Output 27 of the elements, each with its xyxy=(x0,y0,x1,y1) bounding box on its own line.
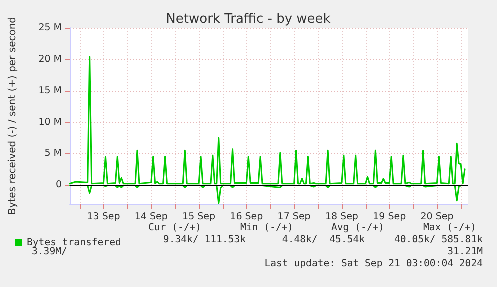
x-tick-label: 17 Sep xyxy=(278,212,311,222)
y-tick-label: 0 xyxy=(56,180,62,191)
text: Cur (-/+) xyxy=(148,222,202,234)
x-tick-label: 14 Sep xyxy=(134,212,168,222)
text: Min (-/+) xyxy=(240,222,294,234)
chart-title: Network Traffic - by week xyxy=(166,12,332,27)
x-tick-label: 19 Sep xyxy=(373,212,406,222)
text: 3.39M/ xyxy=(32,246,68,258)
y-tick-label: 20 M xyxy=(38,54,62,65)
text: 40.05k/ 585.81k xyxy=(394,234,484,246)
y-axis-title: Bytes received (-) / sent (+) per second xyxy=(8,16,18,216)
text: Max (-/+) xyxy=(423,222,477,234)
text: Last update: Sat Sep 21 03:00:04 2024 xyxy=(264,258,484,270)
text: 4.48k/ 45.54k xyxy=(282,234,366,246)
x-tick-label: 20 Sep xyxy=(420,212,454,222)
x-tick-label: 13 Sep xyxy=(87,212,120,222)
x-tick-label: 18 Sep xyxy=(325,212,358,222)
text: Avg (-/+) xyxy=(331,222,385,234)
x-tick-label: 16 Sep xyxy=(230,212,264,222)
text: 9.34k/ 111.53k xyxy=(163,234,246,246)
y-tick-label: 10 M xyxy=(38,116,62,128)
x-tick-label: 15 Sep xyxy=(182,212,216,222)
y-tick-label: 5 M xyxy=(44,148,62,160)
text: 31.21M xyxy=(448,246,484,258)
legend-label: Bytes transfered xyxy=(27,238,122,248)
y-tick-label: 15 M xyxy=(38,85,62,96)
y-tick-label: 25 M xyxy=(38,22,62,34)
